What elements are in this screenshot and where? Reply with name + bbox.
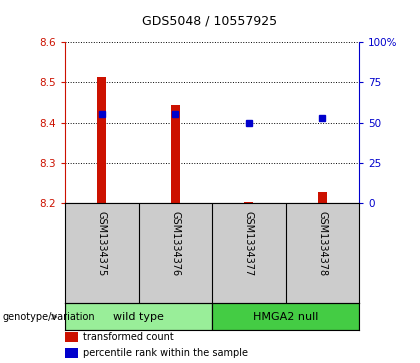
- Bar: [212, 303, 359, 330]
- Bar: [318, 192, 327, 203]
- Text: GDS5048 / 10557925: GDS5048 / 10557925: [142, 15, 278, 28]
- Bar: [65, 303, 212, 330]
- Bar: [97, 77, 106, 203]
- Text: genotype/variation: genotype/variation: [2, 312, 95, 322]
- Bar: [244, 202, 253, 203]
- Text: percentile rank within the sample: percentile rank within the sample: [83, 348, 248, 358]
- Text: transformed count: transformed count: [83, 332, 173, 342]
- Text: wild type: wild type: [113, 312, 164, 322]
- Text: GSM1334377: GSM1334377: [244, 211, 254, 277]
- Bar: [65, 332, 78, 342]
- Bar: [171, 105, 180, 203]
- Text: GSM1334378: GSM1334378: [318, 211, 327, 276]
- Text: HMGA2 null: HMGA2 null: [253, 312, 318, 322]
- Bar: [65, 348, 78, 358]
- Text: GSM1334375: GSM1334375: [97, 211, 107, 277]
- Text: GSM1334376: GSM1334376: [171, 211, 180, 276]
